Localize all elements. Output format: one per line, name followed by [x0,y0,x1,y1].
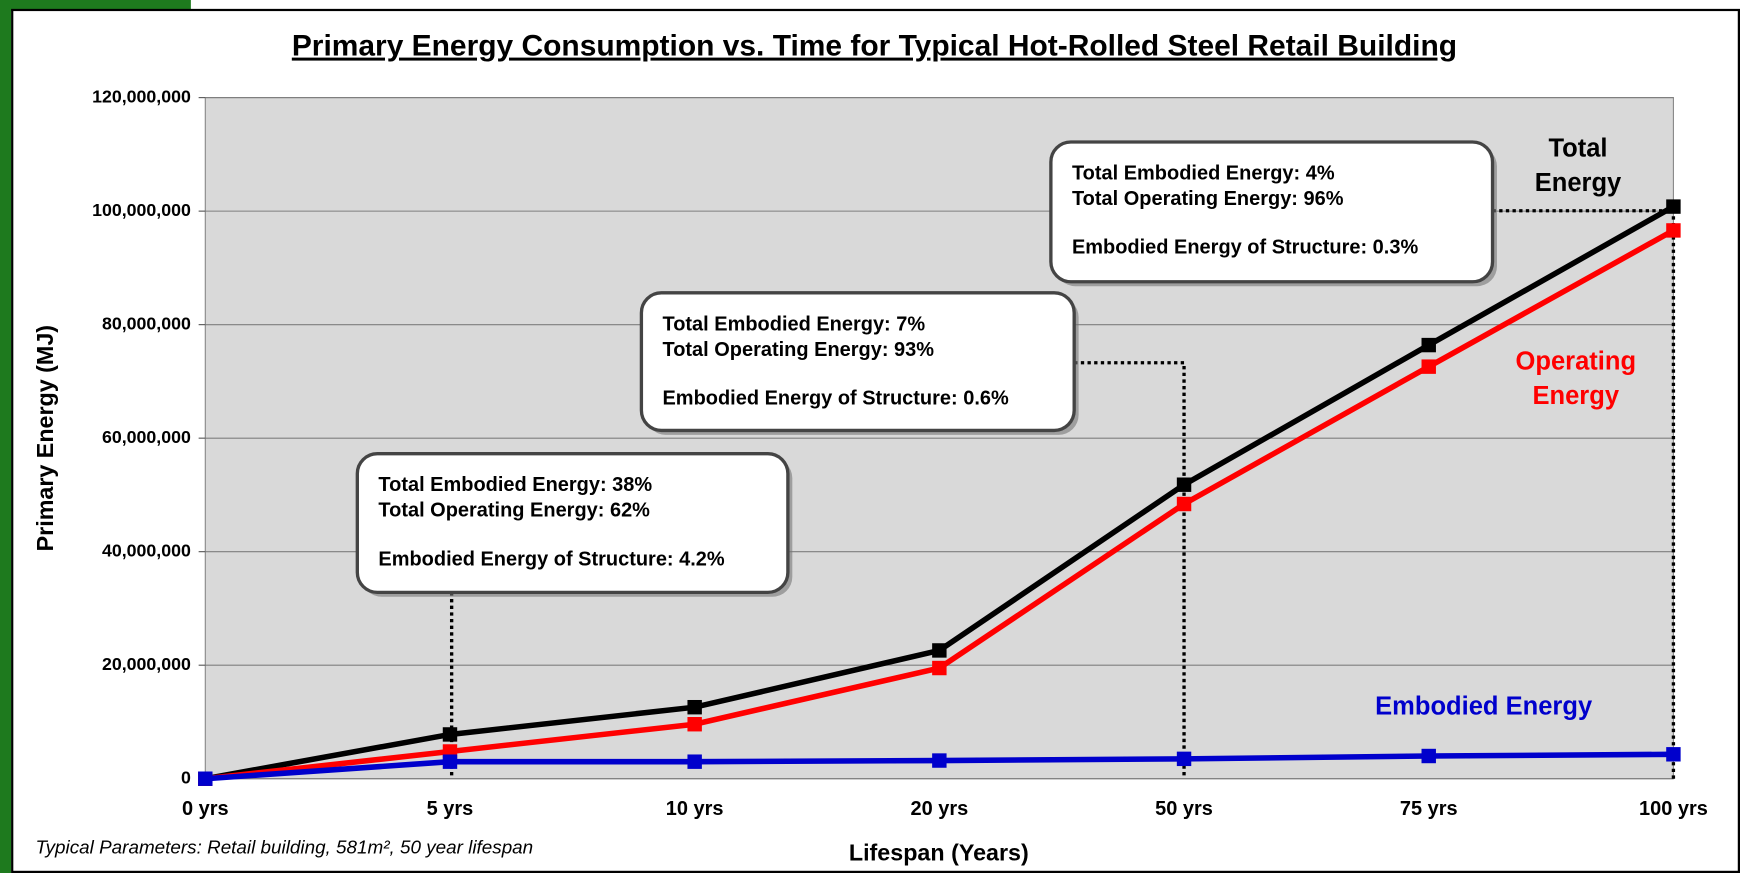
footnote: Typical Parameters: Retail building, 581… [36,837,534,858]
callout-text: Total Operating Energy: 96% [1072,188,1344,210]
marker [932,753,947,768]
marker [687,699,702,715]
marker [687,754,702,769]
marker [1421,748,1436,764]
callout-text: Total Embodied Energy: 38% [378,474,652,496]
y-tick-label: 20,000,000 [102,654,191,674]
marker [1666,747,1681,762]
callout-text: Total Embodied Energy: 4% [1072,162,1335,184]
marker [1176,751,1192,767]
y-tick-label: 100,000,000 [92,200,191,220]
marker [932,643,947,658]
callout-text: Total Embodied Energy: 7% [662,313,925,335]
x-tick-label: 10 yrs [666,798,724,820]
chart-title: Primary Energy Consumption vs. Time for … [292,30,1457,63]
marker [1176,496,1192,512]
y-tick-label: 0 [181,767,191,787]
series-label-text: Total Energy [1534,133,1622,197]
callout-box [639,291,1076,433]
callout-text: Total Operating Energy: 93% [662,339,934,361]
marker [932,660,947,676]
y-axis-label: Primary Energy (MJ) [32,325,58,551]
x-tick-label: 50 yrs [1155,798,1213,820]
marker [1666,199,1681,214]
callout-text: Total Operating Energy: 62% [378,500,650,522]
x-tick-label: 0 yrs [182,798,229,820]
y-tick-label: 40,000,000 [102,540,191,560]
frame-strip [0,0,191,12]
series-label: Total Energy [1534,133,1622,197]
marker [1176,477,1192,492]
marker [1666,223,1681,238]
x-axis-label: Lifespan (Years) [849,839,1029,865]
series-group [198,199,1681,786]
callout-text: Embodied Energy of Structure: 4.2% [378,548,724,570]
callout-box [1049,140,1495,284]
x-tick-label: 75 yrs [1400,798,1458,820]
marker [1421,337,1436,353]
connector [1074,361,1186,779]
callout-box [355,452,790,595]
series-label: Embodied Energy [1375,690,1593,720]
y-tick-label: 120,000,000 [92,86,191,106]
y-tick-label: 80,000,000 [102,313,191,333]
series-label: Operating Energy [1515,346,1637,410]
marker [198,771,213,786]
x-tick-label: 5 yrs [427,798,474,820]
x-tick-label: 20 yrs [910,798,968,820]
callout-text: Embodied Energy of Structure: 0.3% [1072,237,1418,259]
marker [1421,359,1436,374]
marker [442,754,458,769]
marker [442,727,458,742]
x-tick-label: 100 yrs [1639,798,1708,820]
callout-text: Embodied Energy of Structure: 0.6% [662,388,1008,410]
frame-strip [0,0,12,873]
series-label-text: Embodied Energy [1375,690,1593,720]
callouts: Total Embodied Energy: 38% Total Operatin… [355,140,1497,597]
marker [687,717,702,732]
series-label-text: Operating Energy [1515,346,1637,410]
y-tick-label: 60,000,000 [102,427,191,447]
